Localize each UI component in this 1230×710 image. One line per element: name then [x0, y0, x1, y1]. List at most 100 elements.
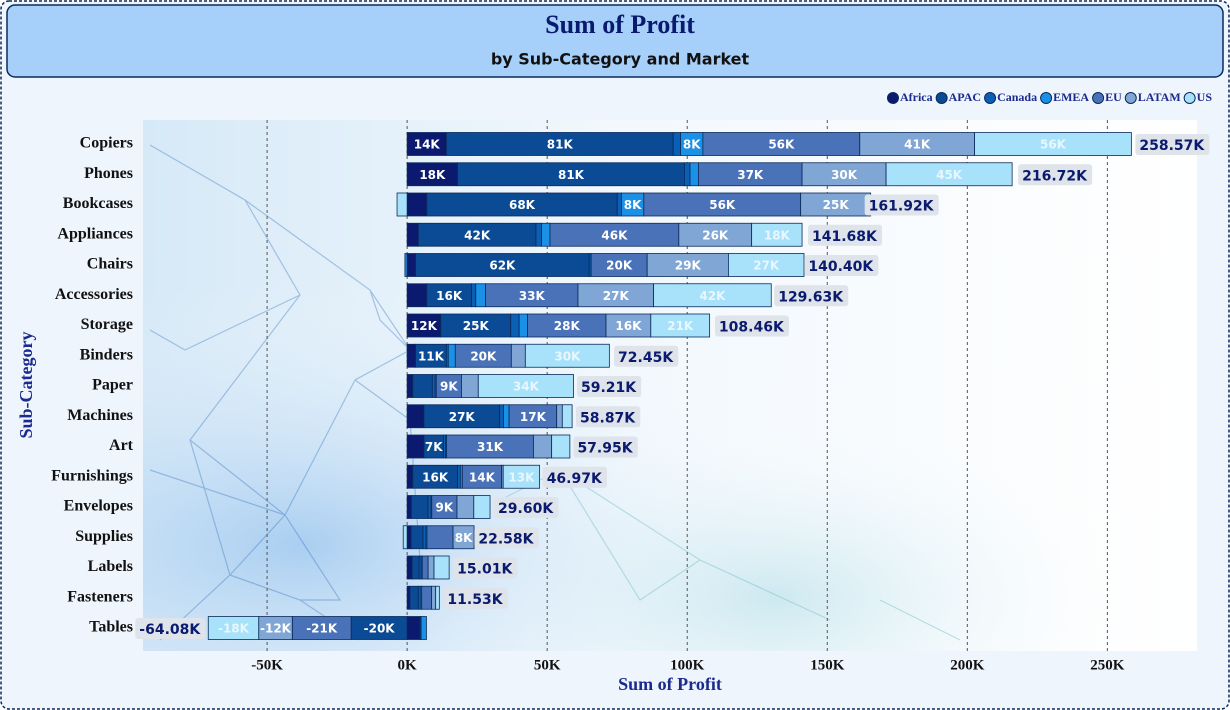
total-label-background	[494, 497, 559, 518]
legend-label: APAC	[949, 90, 981, 104]
y-tick-label: Machines	[67, 407, 133, 424]
y-tick-label: Paper	[92, 377, 133, 394]
data-label: 25K	[823, 198, 850, 212]
data-label: 27K	[449, 410, 476, 424]
total-label-background	[135, 618, 206, 639]
total-label-group: 11.53K	[443, 587, 508, 609]
bar-segment	[885, 162, 1013, 187]
total-label-background	[542, 466, 607, 488]
bar-segment	[410, 525, 424, 550]
data-label: 26K	[702, 228, 729, 242]
data-label: 8K	[624, 198, 642, 212]
total-label-background	[474, 527, 539, 549]
data-label: 34K	[513, 380, 540, 394]
data-label: 27K	[753, 259, 780, 273]
total-label: 11.53K	[447, 592, 503, 608]
bar-segment	[431, 585, 437, 610]
data-label: -20K	[364, 622, 396, 636]
total-label-group: 22.58K	[474, 527, 539, 549]
data-label: 56K	[768, 138, 795, 152]
bar-segment	[974, 132, 1132, 156]
header	[6, 4, 1224, 78]
total-label-background	[774, 285, 849, 307]
legend-marker	[1092, 92, 1105, 104]
data-label: 81K	[558, 168, 585, 182]
total-label: 46.97K	[547, 471, 603, 487]
bar-segment	[402, 525, 408, 550]
bar-segment	[406, 404, 425, 429]
bar-segment	[406, 253, 416, 277]
total-label-group: 141.68K	[807, 224, 882, 246]
data-label: 30K	[554, 349, 581, 363]
data-label: 14K	[469, 470, 496, 484]
total-label-background	[714, 315, 789, 337]
bar-segment	[473, 495, 491, 519]
y-tick-label: Phones	[84, 165, 133, 182]
total-label-group: 46.97K	[542, 466, 607, 488]
total-label-group: 59.21K	[576, 376, 642, 397]
bar-segment	[447, 343, 456, 368]
total-label-background	[453, 557, 518, 579]
total-label-group: 72.45K	[614, 345, 679, 367]
bar-segment	[433, 555, 450, 580]
bar-segment	[435, 585, 440, 610]
x-tick-label: -50K	[251, 657, 283, 673]
bar-segment	[422, 525, 427, 550]
data-label: 8K	[455, 531, 473, 545]
legend-label: LATAM	[1138, 90, 1181, 104]
data-label: 21K	[667, 319, 694, 333]
data-label: 18K	[419, 168, 446, 182]
total-label-background	[614, 345, 679, 367]
data-label: 33K	[519, 289, 546, 303]
y-axis-title: Sub-Category	[16, 332, 36, 439]
bar-segment	[556, 404, 563, 429]
bar-segment	[406, 283, 428, 308]
bar-segment	[409, 585, 419, 610]
data-label: 41K	[904, 138, 931, 152]
total-label: 22.58K	[478, 531, 534, 547]
x-tick-label: 200K	[950, 657, 985, 673]
total-label-background	[1135, 134, 1210, 155]
data-label: 9K	[440, 380, 458, 394]
bar-segment	[406, 555, 413, 580]
bar-segment	[406, 222, 419, 247]
data-label: 7K	[425, 440, 443, 454]
data-label: 28K	[554, 319, 581, 333]
total-label-background	[573, 436, 638, 458]
bar-segment	[406, 525, 412, 550]
y-tick-label: Copiers	[80, 135, 133, 152]
data-label: 29K	[675, 259, 702, 273]
bar-segment	[510, 343, 526, 368]
total-label: 58.87K	[580, 410, 636, 426]
bar-segment	[427, 495, 432, 519]
bar-segment	[452, 525, 475, 550]
legend-marker	[935, 92, 948, 104]
total-label-group: -64.08K	[135, 618, 206, 639]
total-label-background	[807, 224, 882, 246]
bar-segment	[406, 585, 411, 610]
y-tick-label: Supplies	[75, 528, 133, 545]
legend-label: EU	[1105, 90, 1122, 104]
bar-segment	[420, 616, 427, 640]
total-label: 72.45K	[618, 350, 674, 366]
total-label-group: 58.87K	[576, 406, 641, 428]
total-label-background	[443, 587, 508, 609]
bar-segment	[518, 313, 528, 338]
bar-segment	[406, 495, 412, 519]
x-tick-label: 250K	[1090, 657, 1125, 673]
bar-segment	[406, 434, 425, 459]
bar-segment	[689, 162, 699, 187]
bar-segment	[406, 343, 416, 368]
bar-segment	[510, 313, 520, 338]
bar-segment	[533, 434, 553, 459]
data-label: 56K	[709, 198, 736, 212]
data-label: 45K	[936, 168, 963, 182]
bar-segment	[524, 343, 610, 368]
bar-segment	[751, 222, 803, 247]
total-label-group: 258.57K	[1135, 134, 1210, 155]
total-label: 141.68K	[812, 229, 878, 245]
data-label: 56K	[1040, 138, 1067, 152]
data-label: 31K	[477, 440, 504, 454]
bar-segment	[406, 192, 428, 217]
